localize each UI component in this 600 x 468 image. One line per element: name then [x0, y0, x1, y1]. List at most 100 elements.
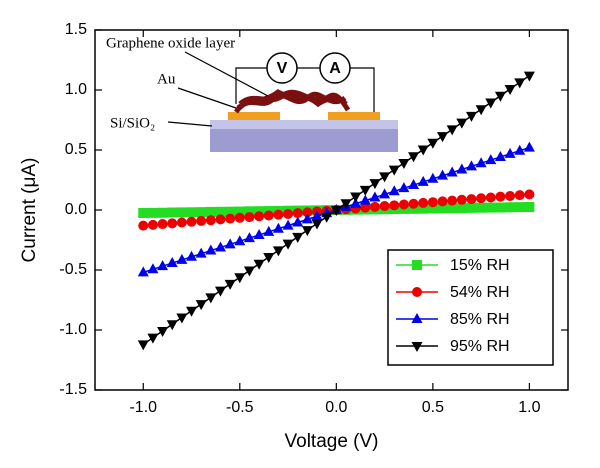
- marker: [205, 244, 217, 255]
- marker: [418, 203, 429, 214]
- marker: [504, 147, 516, 158]
- marker: [466, 194, 477, 205]
- oxide-layer: [210, 120, 398, 129]
- marker: [379, 172, 391, 183]
- marker: [514, 190, 525, 201]
- marker: [427, 203, 438, 214]
- marker: [398, 182, 410, 193]
- marker: [437, 196, 448, 207]
- marker: [205, 293, 217, 304]
- marker: [350, 192, 362, 203]
- marker: [360, 202, 371, 213]
- marker: [273, 209, 284, 220]
- ammeter-label: A: [329, 60, 341, 77]
- graphene-layer: [233, 89, 351, 114]
- marker: [476, 202, 487, 213]
- marker: [494, 150, 506, 161]
- marker: [186, 306, 198, 317]
- marker: [456, 203, 467, 214]
- marker: [514, 144, 526, 155]
- marker: [254, 206, 265, 217]
- marker: [379, 188, 391, 199]
- y-tick-label: 1.0: [65, 81, 87, 98]
- marker: [224, 238, 236, 249]
- marker: [137, 340, 149, 351]
- marker: [417, 175, 429, 186]
- marker: [398, 158, 410, 169]
- marker: [388, 165, 400, 176]
- marker: [243, 232, 255, 243]
- marker: [398, 199, 409, 210]
- marker: [292, 216, 304, 227]
- marker: [157, 219, 168, 230]
- marker: [167, 218, 178, 229]
- marker: [475, 105, 487, 116]
- marker: [475, 157, 487, 168]
- marker: [272, 246, 284, 257]
- marker: [446, 125, 458, 136]
- marker: [137, 266, 149, 277]
- marker: [138, 208, 149, 218]
- legend-label: 85% RH: [450, 311, 510, 328]
- y-tick-label: 1.5: [65, 21, 87, 38]
- marker: [485, 98, 497, 109]
- marker: [408, 152, 420, 163]
- marker: [186, 216, 197, 227]
- substrate: [210, 128, 398, 152]
- marker: [243, 266, 255, 277]
- marker: [254, 211, 265, 222]
- marker: [456, 118, 468, 129]
- marker: [485, 202, 496, 213]
- marker: [166, 320, 178, 331]
- marker: [292, 208, 303, 219]
- marker: [282, 239, 294, 250]
- marker: [465, 111, 477, 122]
- marker: [465, 160, 477, 171]
- marker: [176, 253, 188, 264]
- marker: [524, 202, 535, 212]
- marker: [504, 85, 516, 96]
- marker: [369, 191, 381, 202]
- marker: [418, 197, 429, 208]
- y-tick-label: 0.5: [65, 141, 87, 158]
- legend-label: 15% RH: [450, 257, 510, 274]
- marker: [196, 207, 207, 218]
- marker: [427, 138, 439, 149]
- marker: [195, 300, 207, 311]
- legend-label: 95% RH: [450, 338, 510, 355]
- x-tick-label: 0.5: [422, 399, 444, 416]
- pointer-line: [167, 51, 269, 127]
- marker: [524, 189, 535, 200]
- electrode-label: Au: [157, 71, 176, 87]
- marker: [138, 220, 149, 231]
- marker: [505, 190, 516, 201]
- x-tick-label: -1.0: [129, 399, 157, 416]
- voltmeter-label: V: [277, 60, 288, 77]
- marker: [263, 210, 274, 221]
- voltmeter-circle: [266, 52, 298, 84]
- marker: [147, 219, 158, 230]
- y-tick-label: 0.0: [65, 201, 87, 218]
- marker: [147, 207, 158, 218]
- marker: [369, 201, 380, 212]
- marker: [147, 263, 159, 274]
- marker: [263, 225, 275, 236]
- inset-diagram: V A Graphene oxide layer Au Si/SiO₂: [106, 35, 398, 152]
- marker: [147, 333, 159, 344]
- marker: [495, 202, 506, 213]
- marker: [253, 259, 265, 270]
- marker: [485, 192, 496, 203]
- marker: [408, 203, 419, 214]
- marker: [379, 201, 390, 212]
- marker: [283, 208, 294, 219]
- marker: [466, 202, 477, 213]
- marker: [215, 206, 226, 217]
- marker: [389, 200, 400, 211]
- marker: [350, 197, 362, 208]
- marker: [234, 212, 245, 223]
- legend: 15% RH 54% RH 85% RH 95% RH: [387, 249, 554, 366]
- marker: [234, 273, 246, 284]
- marker: [427, 197, 438, 208]
- marker: [214, 241, 226, 252]
